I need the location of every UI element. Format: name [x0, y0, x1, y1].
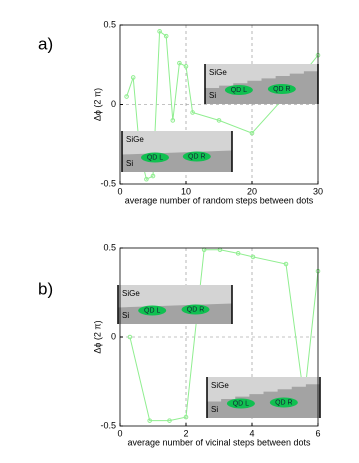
data-point — [127, 334, 133, 340]
data-point — [183, 64, 189, 69]
x-tick-label: 10 — [181, 186, 191, 196]
y-axis-label: Δϕ (2 π) — [92, 320, 102, 353]
data-point — [167, 418, 172, 423]
x-tick-label: 30 — [313, 186, 323, 196]
inset-label: Si — [211, 405, 218, 414]
si-layer — [207, 384, 320, 418]
inset-label: Si — [122, 311, 129, 320]
data-point — [183, 414, 189, 420]
data-point — [249, 130, 255, 136]
data-point — [216, 118, 222, 123]
x-tick-label: 0 — [117, 186, 122, 196]
x-axis-label: average number of random steps between d… — [125, 195, 314, 205]
inset-diagram: SiGe Si QD L QD R — [204, 64, 319, 104]
x-tick-label: 6 — [315, 428, 320, 438]
y-tick-label: 0 — [111, 99, 116, 109]
x-tick-label: 4 — [249, 428, 254, 438]
quantum-dot — [141, 152, 169, 163]
data-point — [170, 118, 176, 123]
panel-label: a) — [38, 34, 53, 53]
x-tick-label: 20 — [247, 186, 257, 196]
data-point — [157, 29, 162, 34]
inset-label: SiGe — [209, 68, 227, 77]
data-point — [144, 176, 149, 182]
inset-diagram: SiGe Si QD L QD R — [206, 377, 321, 418]
quantum-dot — [224, 85, 253, 95]
data-point — [235, 251, 241, 256]
y-axis-label: Δϕ (2 π) — [92, 88, 102, 121]
data-point — [130, 75, 136, 80]
plot-frame — [119, 24, 319, 185]
data-point — [250, 254, 256, 260]
quantum-dot — [226, 398, 255, 409]
y-tick-label: 0.5 — [103, 242, 116, 252]
data-point — [283, 261, 289, 267]
qd-label: QD L — [231, 87, 247, 94]
quantum-dot — [269, 397, 298, 408]
x-tick-label: 0 — [117, 428, 122, 438]
qd-label: QD L — [144, 307, 160, 314]
data-point — [190, 110, 195, 115]
data-point — [150, 173, 156, 179]
quantum-dot — [182, 151, 211, 162]
inset-label: SiGe — [126, 135, 144, 144]
y-tick-label: 0.5 — [103, 19, 116, 29]
plot-frame — [119, 247, 319, 427]
data-point — [163, 33, 169, 39]
y-tick-label: 0 — [111, 331, 116, 341]
inset-diagram: SiGe Si QD L QD R — [117, 285, 233, 324]
data-point — [177, 60, 182, 66]
qd-label: QD L — [233, 400, 249, 407]
y-tick-label: -0.5 — [100, 178, 116, 188]
qd-label: QD L — [147, 154, 163, 161]
inset-label: SiGe — [122, 289, 140, 298]
qd-label: QD R — [188, 153, 206, 160]
inset-label: Si — [209, 91, 216, 100]
quantum-dot — [267, 84, 296, 94]
y-tick-label: -0.5 — [100, 420, 116, 430]
qd-label: QD R — [275, 399, 293, 406]
inset-label: Si — [126, 159, 133, 168]
inset-label: SiGe — [211, 381, 229, 390]
quantum-dot — [181, 304, 210, 315]
panel-label: b) — [38, 279, 53, 298]
si-layer — [205, 71, 318, 104]
qd-label: QD R — [187, 306, 205, 313]
x-tick-label: 2 — [183, 428, 188, 438]
x-axis-label: average number of vicinal steps between … — [127, 437, 311, 447]
data-point — [124, 94, 129, 99]
quantum-dot — [138, 305, 167, 316]
data-line — [129, 249, 319, 422]
qd-label: QD R — [273, 86, 291, 93]
data-point — [147, 418, 152, 423]
inset-diagram: SiGe Si QD L QD R — [121, 131, 233, 172]
